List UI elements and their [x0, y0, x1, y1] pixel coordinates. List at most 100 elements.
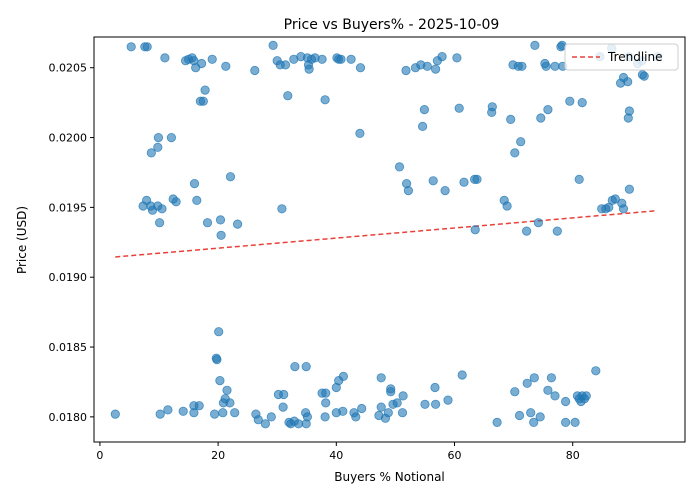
x-tick-label: 40: [329, 449, 343, 462]
data-point: [430, 399, 441, 409]
data-point: [623, 77, 633, 87]
data-point: [142, 42, 152, 52]
data-point: [546, 373, 557, 383]
data-point: [230, 408, 240, 418]
data-point: [529, 373, 539, 383]
data-point: [502, 201, 512, 211]
data-point: [516, 137, 526, 147]
data-point: [214, 327, 224, 337]
data-point: [218, 408, 228, 418]
data-point: [210, 409, 220, 419]
data-point: [110, 409, 120, 419]
data-point: [521, 226, 532, 236]
data-point: [320, 412, 330, 422]
data-point: [222, 385, 232, 395]
data-point: [336, 54, 346, 64]
data-point: [517, 61, 527, 71]
legend: Trendline: [564, 43, 679, 71]
data-point: [338, 371, 348, 381]
y-tick-label: 0.0180: [49, 411, 88, 424]
data-point: [321, 398, 331, 408]
y-tick-label: 0.0190: [49, 271, 88, 284]
data-point: [160, 53, 170, 63]
trendline-layer: [115, 210, 655, 258]
data-point: [197, 58, 207, 69]
data-point: [215, 375, 225, 386]
x-tick-label: 0: [96, 449, 103, 462]
data-point: [398, 391, 408, 401]
data-point: [189, 408, 199, 418]
x-axis-title: Buyers % Notional: [334, 470, 445, 484]
data-point: [550, 391, 560, 401]
data-point: [126, 42, 136, 52]
data-point: [417, 121, 428, 132]
data-point: [320, 95, 330, 105]
data-point: [440, 186, 450, 196]
data-point: [268, 40, 278, 51]
data-point: [543, 105, 553, 115]
data-point: [541, 61, 551, 71]
data-point: [351, 412, 361, 422]
data-point: [437, 51, 447, 62]
data-point: [376, 373, 386, 383]
x-tick-label: 60: [448, 449, 462, 462]
y-tick-label: 0.0200: [49, 132, 88, 145]
data-point: [290, 361, 300, 372]
data-point: [472, 174, 482, 184]
data-point: [283, 91, 293, 101]
data-point: [163, 405, 173, 415]
x-tick-label: 80: [566, 449, 580, 462]
data-point: [550, 61, 560, 71]
data-point: [207, 54, 217, 64]
data-point: [574, 174, 584, 184]
data-point: [216, 230, 226, 240]
y-tick-label: 0.0185: [49, 341, 88, 354]
data-point: [428, 176, 438, 186]
data-point: [155, 409, 165, 419]
data-point: [392, 398, 402, 408]
data-point: [146, 148, 156, 158]
data-point: [610, 194, 620, 204]
y-axis-title: Price (USD): [15, 206, 29, 274]
data-point: [189, 179, 200, 189]
data-point: [386, 387, 396, 397]
data-point: [376, 402, 386, 412]
data-point: [293, 419, 304, 429]
data-point: [470, 225, 480, 235]
data-point: [457, 370, 467, 380]
trendline: [115, 210, 655, 258]
x-tick-label: 20: [211, 449, 225, 462]
plot-frame: [93, 36, 686, 443]
data-point: [514, 410, 525, 421]
data-point: [355, 128, 365, 138]
data-point: [331, 408, 341, 418]
data-point: [530, 40, 540, 51]
data-point: [215, 215, 226, 225]
data-point: [510, 387, 520, 397]
data-point: [202, 218, 213, 228]
data-point: [198, 96, 208, 106]
data-point: [394, 162, 405, 172]
data-point: [260, 419, 270, 429]
data-point: [506, 114, 516, 125]
data-point: [280, 60, 291, 70]
data-point: [355, 63, 366, 73]
data-point: [233, 219, 243, 229]
data-point: [443, 395, 453, 405]
data-point: [624, 184, 635, 194]
data-point: [430, 64, 441, 74]
data-point: [570, 417, 580, 427]
data-point: [155, 218, 165, 228]
data-point: [302, 412, 312, 422]
data-point: [452, 53, 462, 63]
data-point: [560, 417, 571, 427]
legend-label-trendline: Trendline: [607, 50, 663, 64]
data-point: [577, 98, 587, 108]
data-point: [552, 226, 562, 236]
data-point: [526, 408, 536, 418]
data-point: [420, 399, 430, 409]
data-point: [397, 408, 408, 418]
data-point: [346, 54, 356, 64]
data-point: [253, 415, 263, 425]
